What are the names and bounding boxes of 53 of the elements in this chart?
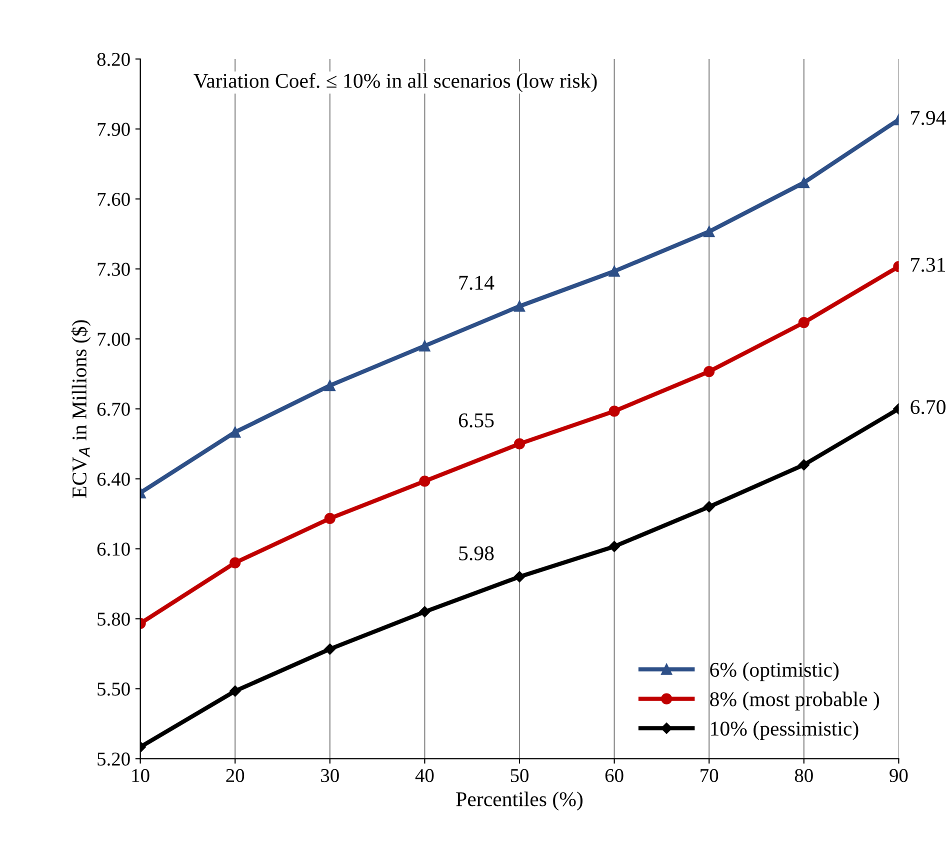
annotation: Variation Coef. ≤ 10% in all scenarios (low risk) xyxy=(194,73,597,92)
point xyxy=(419,606,430,618)
x-tick-label: 50 xyxy=(510,768,528,782)
point xyxy=(230,685,241,697)
point xyxy=(798,317,810,328)
data-label: 6.70 xyxy=(910,400,946,414)
data-label: 7.14 xyxy=(459,276,494,290)
y-tick-label: 6.10 xyxy=(97,542,130,556)
point xyxy=(514,438,526,450)
y-axis-title: ECV$_{A}$ in Millions ($) xyxy=(71,320,91,498)
point xyxy=(608,540,620,552)
data-label: 7.94 xyxy=(911,110,946,125)
x-tick-label: 80 xyxy=(794,768,813,782)
legend-label: 6% (optimistic) xyxy=(710,662,839,682)
point xyxy=(608,266,620,277)
point xyxy=(798,177,810,188)
legend-label: 10% (pessimistic) xyxy=(711,721,858,740)
y-tick-label: 5.80 xyxy=(98,612,130,626)
y-tick-label: 8.20 xyxy=(97,52,130,66)
x-tick-label: 30 xyxy=(321,768,339,782)
point xyxy=(704,501,715,512)
y-tick-label: 6.40 xyxy=(97,472,130,486)
y-tick-label: 7.60 xyxy=(98,192,130,206)
legend-label: 8% (most probable ) xyxy=(710,692,880,711)
point xyxy=(608,406,620,417)
point xyxy=(324,643,336,655)
point xyxy=(798,459,810,470)
y-tick-label: 7.00 xyxy=(98,332,130,346)
x-axis-title: Percentiles (%) xyxy=(456,792,583,811)
point xyxy=(514,300,526,312)
data-label: 5.98 xyxy=(459,546,494,560)
point xyxy=(419,476,430,487)
y-tick-label: 7.30 xyxy=(98,262,130,276)
point xyxy=(704,366,715,378)
y-tick-label: 5.20 xyxy=(98,752,130,766)
y-tick-label: 7.90 xyxy=(98,122,130,136)
point xyxy=(324,380,336,392)
point xyxy=(230,426,241,438)
x-tick-label: 90 xyxy=(890,768,908,782)
point xyxy=(230,557,241,568)
x-tick-label: 10 xyxy=(132,768,150,782)
point xyxy=(324,512,336,524)
x-tick-label: 60 xyxy=(605,768,624,782)
data-label: 7.31 xyxy=(911,258,946,272)
x-tick-label: 70 xyxy=(700,768,718,782)
x-tick-label: 40 xyxy=(415,768,434,782)
y-tick-label: 6.70 xyxy=(97,402,130,416)
data-label: 6.55 xyxy=(458,413,494,428)
x-tick-label: 20 xyxy=(226,768,244,782)
point xyxy=(514,571,526,582)
y-tick-label: 5.50 xyxy=(98,682,130,696)
point xyxy=(704,226,715,238)
point xyxy=(419,340,430,352)
